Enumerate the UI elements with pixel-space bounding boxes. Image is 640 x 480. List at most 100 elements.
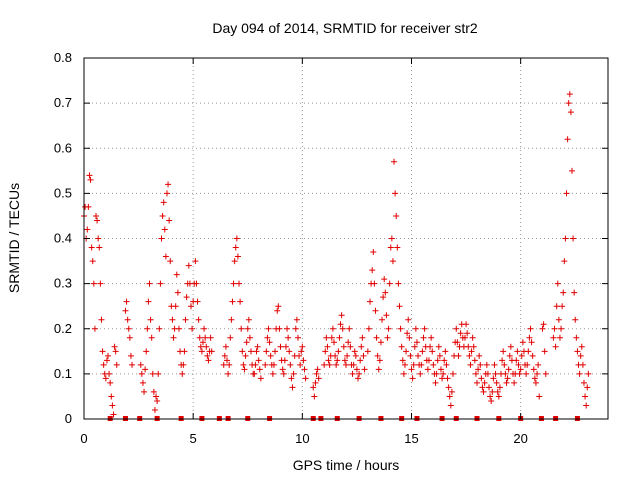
data-point	[500, 348, 507, 355]
data-point	[175, 325, 182, 332]
data-point	[371, 280, 378, 287]
data-point	[554, 280, 561, 287]
data-point	[284, 325, 291, 332]
data-point	[343, 361, 349, 368]
data-point	[406, 334, 413, 341]
data-point	[434, 357, 441, 364]
data-point	[95, 235, 102, 242]
data-point	[367, 298, 374, 305]
data-point	[365, 325, 372, 332]
data-point	[489, 388, 496, 395]
data-point	[226, 361, 233, 368]
data-point	[350, 361, 357, 368]
data-point	[474, 379, 480, 386]
data-point	[313, 370, 320, 377]
data-point	[126, 334, 133, 341]
data-point	[483, 361, 490, 368]
data-point	[326, 361, 333, 368]
data-point	[160, 199, 167, 206]
data-point	[322, 348, 329, 355]
data-point	[332, 352, 339, 359]
data-point	[580, 379, 587, 386]
data-point	[264, 334, 271, 341]
data-point	[245, 316, 252, 323]
data-point	[413, 339, 420, 346]
data-point	[89, 258, 96, 265]
data-point	[244, 325, 251, 332]
data-point	[351, 348, 358, 355]
data-point	[231, 258, 238, 265]
data-point	[324, 343, 331, 350]
data-point	[98, 316, 105, 323]
data-point	[246, 334, 253, 341]
data-point	[505, 366, 512, 373]
data-point	[464, 330, 471, 337]
data-point	[441, 357, 448, 364]
data-point	[255, 357, 262, 364]
data-point	[179, 370, 186, 377]
data-point	[417, 370, 424, 377]
data-point	[267, 352, 274, 359]
data-point	[443, 361, 450, 368]
data-point	[488, 397, 495, 404]
data-point	[515, 361, 522, 368]
data-point	[167, 258, 174, 265]
y-tick-label: 0.6	[54, 140, 72, 155]
data-point	[103, 357, 110, 364]
data-point	[436, 352, 443, 359]
data-point	[532, 379, 539, 386]
data-point	[563, 190, 570, 197]
data-point	[201, 325, 208, 332]
data-point	[467, 361, 474, 368]
data-point	[194, 298, 201, 305]
data-point	[142, 366, 149, 373]
data-point	[401, 361, 408, 368]
data-point	[364, 348, 371, 355]
data-point	[389, 258, 396, 265]
data-point	[568, 167, 575, 174]
data-point	[373, 334, 380, 341]
data-point	[499, 357, 506, 364]
data-point	[144, 325, 151, 332]
data-point	[196, 334, 203, 341]
data-point	[290, 370, 297, 377]
data-point	[407, 352, 414, 359]
data-point	[281, 357, 288, 364]
data-point	[392, 190, 399, 197]
data-point	[409, 375, 416, 382]
data-point	[558, 325, 565, 332]
data-point	[405, 316, 412, 323]
data-point	[576, 370, 583, 377]
x-tick-label: 0	[80, 431, 87, 446]
data-point	[242, 352, 249, 359]
data-point	[585, 370, 592, 377]
data-point	[125, 325, 132, 332]
data-point	[311, 393, 318, 400]
data-point	[203, 343, 210, 350]
data-point	[495, 393, 502, 400]
data-point	[341, 357, 348, 364]
data-point	[174, 289, 181, 296]
data-point	[325, 357, 332, 364]
data-point	[148, 334, 155, 341]
data-point	[124, 316, 131, 323]
data-point	[553, 303, 560, 310]
data-point	[192, 258, 199, 265]
data-point	[566, 91, 573, 98]
data-point	[454, 339, 461, 346]
data-point	[440, 370, 447, 377]
data-point	[298, 348, 305, 355]
data-point	[370, 249, 377, 256]
data-point	[107, 379, 114, 386]
data-point	[199, 339, 206, 346]
data-point	[139, 379, 146, 386]
data-point	[519, 339, 526, 346]
data-point	[421, 325, 428, 332]
data-point	[156, 325, 163, 332]
data-point	[263, 348, 270, 355]
data-point	[277, 343, 284, 350]
data-point	[270, 361, 277, 368]
data-point	[96, 244, 103, 251]
data-point	[428, 334, 435, 341]
data-point	[166, 217, 173, 224]
